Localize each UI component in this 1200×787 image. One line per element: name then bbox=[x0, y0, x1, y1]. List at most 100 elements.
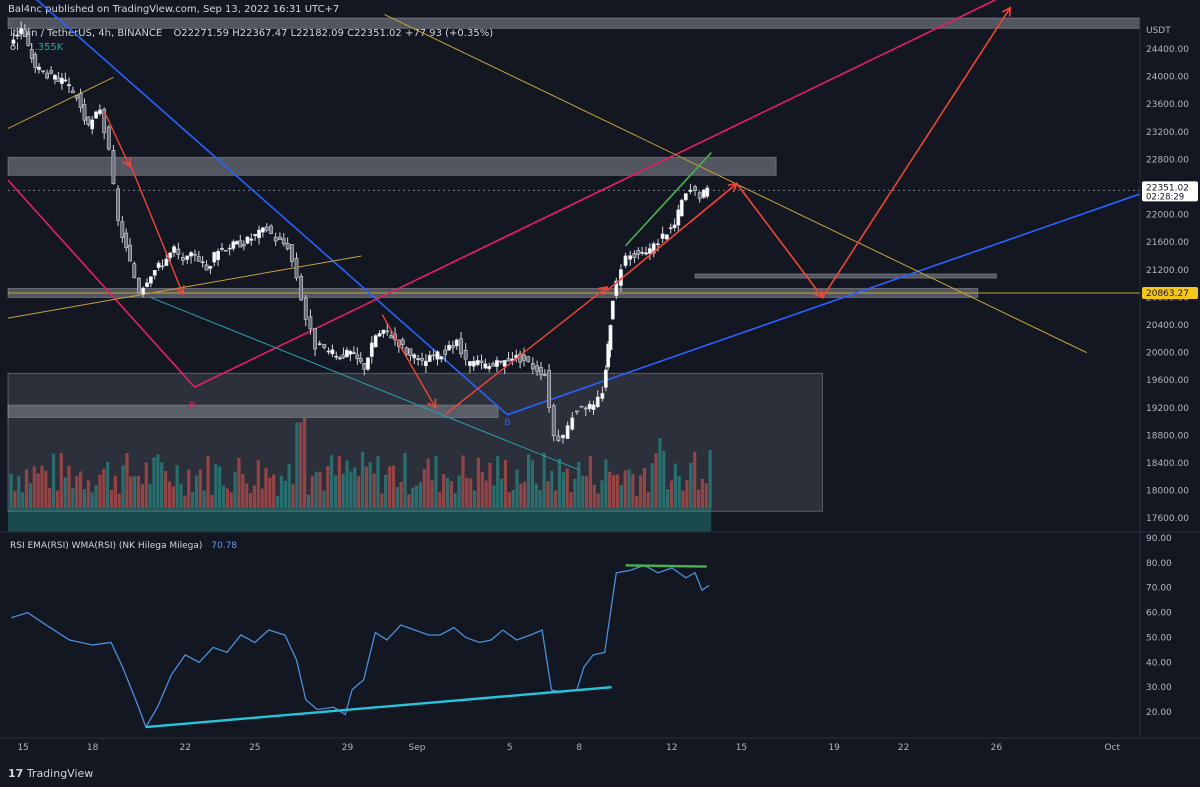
red-arrowhead bbox=[175, 284, 185, 296]
currency-label: USDT bbox=[1146, 26, 1171, 36]
volume-bar bbox=[364, 466, 368, 508]
candle-body bbox=[459, 338, 463, 355]
volume-bar bbox=[387, 466, 392, 508]
candle-body bbox=[56, 77, 61, 82]
candle-body bbox=[106, 126, 111, 150]
volume-bar bbox=[136, 475, 141, 508]
candle-body bbox=[41, 70, 45, 73]
volume-bar bbox=[218, 466, 222, 508]
volume-bar bbox=[78, 471, 83, 508]
candle-body bbox=[82, 104, 87, 121]
candle-body bbox=[94, 111, 98, 119]
volume-bar bbox=[534, 483, 538, 508]
candle-body bbox=[542, 374, 547, 376]
volume-bar bbox=[306, 494, 311, 508]
price-tick-label: 24400.00 bbox=[1146, 45, 1189, 55]
candle-body bbox=[561, 434, 565, 439]
candle-body bbox=[632, 252, 637, 258]
candle-body bbox=[408, 348, 413, 357]
red-arrowhead bbox=[598, 286, 609, 296]
volume-bar bbox=[291, 483, 295, 508]
candle-body bbox=[261, 227, 265, 233]
candle-body bbox=[676, 209, 681, 226]
symbol-legend[interactable]: itcoin / TetherUS, 4h, BINANCE O22271.59… bbox=[10, 28, 493, 39]
rsi-value: 70.78 bbox=[211, 541, 238, 551]
candle-body bbox=[495, 360, 499, 367]
candle-body bbox=[164, 258, 169, 266]
volume-bar bbox=[677, 475, 681, 508]
volume-bar bbox=[507, 492, 511, 508]
volume-bar bbox=[515, 469, 519, 508]
candle-body bbox=[547, 370, 551, 408]
volume-bar bbox=[592, 484, 596, 508]
orange-short-lower bbox=[7, 255, 362, 319]
volume-bar bbox=[438, 492, 442, 508]
volume-bar bbox=[635, 495, 639, 508]
candle-body bbox=[435, 351, 440, 360]
volume-bar bbox=[152, 457, 156, 508]
volume-bar bbox=[202, 490, 206, 508]
candle-body bbox=[245, 236, 250, 244]
candle-body bbox=[299, 275, 304, 301]
symbol-name: itcoin / TetherUS, 4h, BINANCE bbox=[10, 28, 163, 39]
candle-body bbox=[308, 316, 313, 330]
candle-body bbox=[570, 417, 575, 430]
candle-body bbox=[281, 238, 286, 245]
volume-bar bbox=[175, 465, 179, 508]
candle-body bbox=[19, 28, 24, 35]
volume-bar bbox=[596, 493, 600, 508]
volume-bar bbox=[187, 469, 191, 508]
volume-bar bbox=[295, 422, 299, 508]
volume-bar bbox=[368, 462, 372, 508]
candle-body bbox=[231, 241, 236, 249]
rsi-name: RSI EMA(RSI) WMA(RSI) (NK Hilega Milega) bbox=[10, 541, 203, 551]
volume-legend[interactable]: ol 1.355K bbox=[10, 42, 63, 53]
time-tick-label: 15 bbox=[736, 743, 747, 753]
candle-body bbox=[29, 49, 34, 59]
candle-body bbox=[579, 405, 584, 408]
candle-body bbox=[454, 339, 459, 347]
volume-bar bbox=[484, 480, 488, 508]
candle-body bbox=[196, 256, 201, 262]
volume-bar bbox=[129, 476, 133, 508]
candle-body bbox=[656, 243, 660, 246]
candle-body bbox=[377, 333, 382, 337]
volume-bar bbox=[133, 476, 137, 508]
volume-bar bbox=[554, 490, 558, 508]
pink-channel-upper bbox=[194, 0, 998, 388]
volume-bar bbox=[248, 493, 253, 508]
volume-bar bbox=[156, 454, 160, 508]
candle-body bbox=[185, 255, 190, 260]
volume-bar bbox=[233, 471, 237, 508]
candle-body bbox=[423, 360, 428, 367]
volume-bar bbox=[268, 477, 272, 508]
volume-bar bbox=[384, 474, 388, 508]
rsi-tick-label: 40.00 bbox=[1146, 658, 1172, 668]
volume-bar bbox=[109, 489, 114, 508]
volume-bar bbox=[511, 489, 515, 508]
candle-body bbox=[351, 352, 356, 354]
volume-bar bbox=[330, 455, 334, 508]
candle-body bbox=[317, 343, 322, 345]
volume-bar bbox=[696, 489, 701, 508]
rsi-legend[interactable]: RSI EMA(RSI) WMA(RSI) (NK Hilega Milega)… bbox=[10, 541, 237, 551]
volume-bar bbox=[650, 463, 654, 508]
volume-bar bbox=[163, 471, 168, 508]
time-tick-label: 22 bbox=[898, 743, 909, 753]
candle-body bbox=[491, 363, 495, 367]
price-tick-label: 21600.00 bbox=[1146, 238, 1189, 248]
candle-body bbox=[227, 247, 232, 250]
volume-bar bbox=[214, 464, 218, 508]
volume-bar bbox=[619, 485, 623, 508]
volume-bar bbox=[260, 488, 264, 508]
volume-bar bbox=[472, 490, 477, 508]
volume-bar bbox=[337, 456, 341, 508]
candle-body bbox=[551, 405, 556, 436]
candle-body bbox=[294, 257, 299, 279]
red-arrow bbox=[129, 162, 184, 295]
last-price-countdown: 02:28:29 bbox=[1146, 192, 1184, 202]
price-tick-label: 22800.00 bbox=[1146, 155, 1189, 165]
candle-body bbox=[63, 79, 68, 82]
volume-bar bbox=[403, 452, 407, 508]
